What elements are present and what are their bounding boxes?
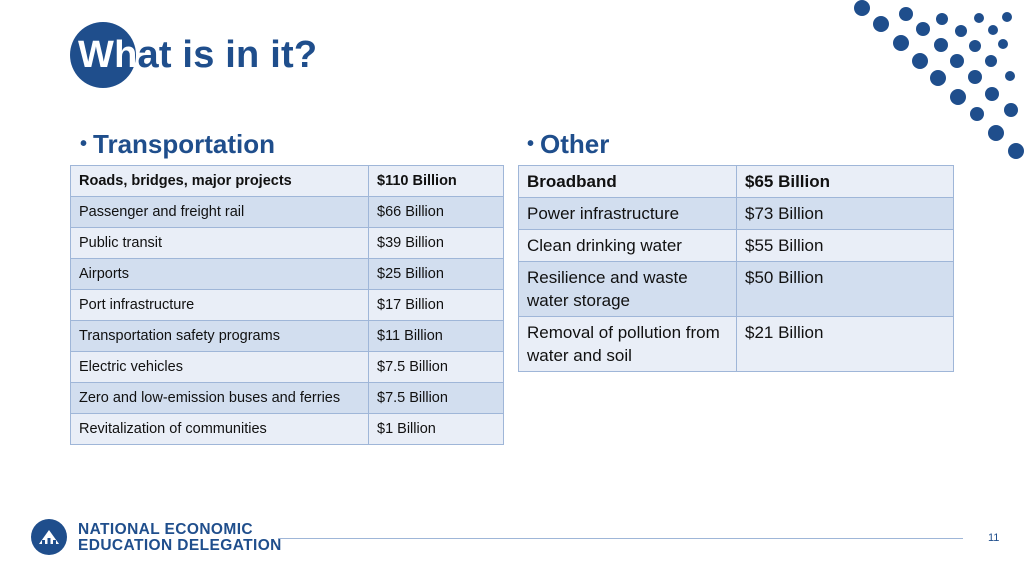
table-row: Removal of pollution from water and soil… [518,316,954,372]
table-cell-amount: $11 Billion [368,320,504,352]
title-circle-decoration [70,22,136,88]
table-row: Zero and low-emission buses and ferries $… [70,382,504,414]
footer-divider [278,538,963,539]
table-cell-amount: $17 Billion [368,289,504,321]
bullet-icon: • [80,133,88,155]
table-cell-item: Clean drinking water [518,229,737,262]
table-cell-item: Airports [70,258,369,290]
table-row: Port infrastructure $17 Billion [70,289,504,321]
table-cell-item: Roads, bridges, major projects [70,165,369,197]
page-title: What is in it? [78,34,317,77]
table-cell-item: Broadband [518,165,737,198]
table-cell-amount: $55 Billion [736,229,954,262]
other-heading: • Other [527,129,609,160]
table-cell-item: Passenger and freight rail [70,196,369,228]
table-row: Broadband $65 Billion [518,165,954,198]
table-row: Electric vehicles $7.5 Billion [70,351,504,383]
transportation-table: Roads, bridges, major projects $110 Billi… [70,165,504,445]
table-cell-amount: $66 Billion [368,196,504,228]
table-row: Transportation safety programs $11 Billio… [70,320,504,352]
page-title-part2: at is in it? [137,34,318,76]
table-cell-amount: $50 Billion [736,261,954,317]
table-row: Resilience and waste water storage $50 Bi… [518,261,954,317]
table-cell-item: Resilience and waste water storage [518,261,737,317]
table-row: Power infrastructure $73 Billion [518,197,954,230]
table-cell-amount: $7.5 Billion [368,382,504,414]
table-cell-item: Power infrastructure [518,197,737,230]
table-cell-item: Public transit [70,227,369,259]
table-cell-amount: $21 Billion [736,316,954,372]
table-cell-amount: $110 Billion [368,165,504,197]
table-cell-item: Zero and low-emission buses and ferries [70,382,369,414]
transportation-heading-label: Transportation [93,129,276,159]
page-number: 11 [988,532,1000,544]
table-cell-amount: $25 Billion [368,258,504,290]
table-row: Roads, bridges, major projects $110 Billi… [70,165,504,197]
table-cell-item: Transportation safety programs [70,320,369,352]
organization-logo-icon [31,519,67,555]
organization-logo-text: NATIONAL ECONOMIC EDUCATION DELEGATION [78,522,282,554]
table-cell-amount: $7.5 Billion [368,351,504,383]
table-row: Passenger and freight rail $66 Billion [70,196,504,228]
table-cell-item: Removal of pollution from water and soil [518,316,737,372]
other-heading-label: Other [540,129,610,159]
table-cell-item: Revitalization of communities [70,413,369,445]
page-title-part1: Wh [78,34,138,76]
table-row: Revitalization of communities $1 Billion [70,413,504,445]
table-cell-amount: $1 Billion [368,413,504,445]
transportation-heading: • Transportation [80,129,275,160]
table-cell-amount: $65 Billion [736,165,954,198]
table-row: Public transit $39 Billion [70,227,504,259]
other-table: Broadband $65 Billion Power infrastructur… [518,165,954,372]
table-cell-item: Electric vehicles [70,351,369,383]
bullet-icon: • [527,133,535,155]
table-cell-amount: $73 Billion [736,197,954,230]
table-cell-amount: $39 Billion [368,227,504,259]
logo-line-1: NATIONAL ECONOMIC [78,521,253,538]
logo-line-2: EDUCATION DELEGATION [78,537,282,554]
table-row: Airports $25 Billion [70,258,504,290]
table-cell-item: Port infrastructure [70,289,369,321]
table-row: Clean drinking water $55 Billion [518,229,954,262]
